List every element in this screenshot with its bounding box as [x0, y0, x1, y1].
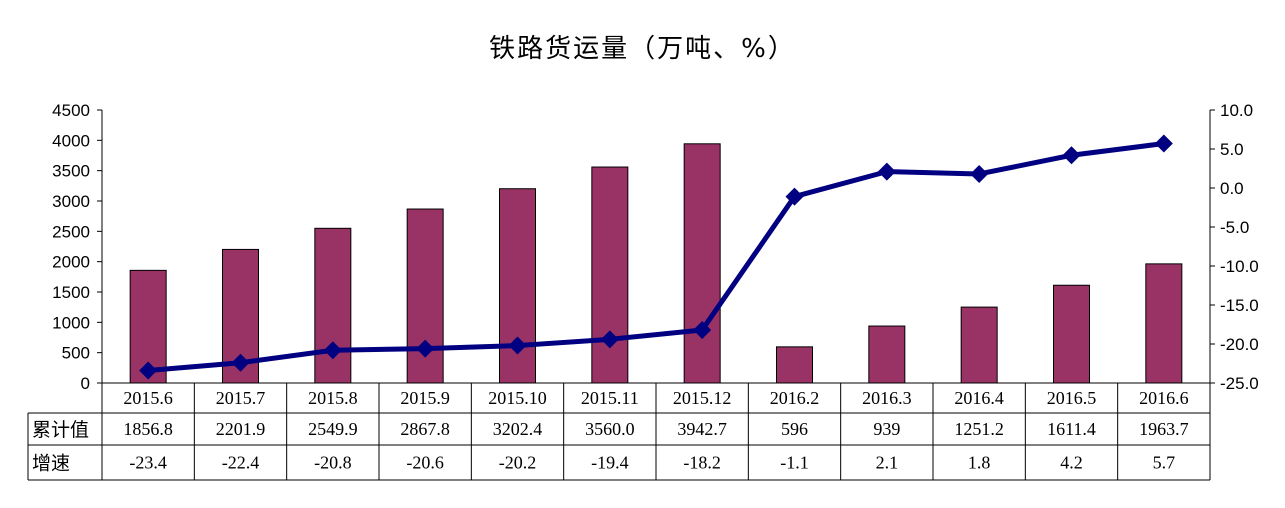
x-tick-label: 2015.6: [123, 388, 173, 408]
y-left-tick-label: 500: [62, 344, 90, 363]
y-left-tick-label: 1000: [52, 313, 90, 332]
line-point: [231, 353, 250, 372]
x-tick-label: 2016.2: [770, 388, 820, 408]
y-right-tick-label: -20.0: [1220, 335, 1259, 354]
line-data-label: 2.1: [876, 453, 899, 473]
line-data-label: 4.2: [1060, 453, 1083, 473]
line-point: [1154, 134, 1173, 153]
growth-line: [147, 141, 1165, 374]
line-point: [508, 336, 527, 355]
x-tick-label: 2016.4: [954, 388, 1004, 408]
bar: [683, 143, 721, 384]
line-point: [416, 339, 435, 358]
line-data-label: -23.4: [129, 453, 167, 473]
x-tick-label: 2015.12: [673, 388, 732, 408]
line-data-label: 1.8: [968, 453, 991, 473]
x-tick-label: 2015.8: [308, 388, 358, 408]
x-tick-label: 2015.10: [488, 388, 547, 408]
y-right-tick-label: -15.0: [1220, 296, 1259, 315]
bar: [591, 166, 629, 384]
line-point: [785, 187, 804, 206]
line-data-label: 5.7: [1153, 453, 1176, 473]
line-point: [323, 341, 342, 360]
bar-data-label: 2549.9: [308, 419, 358, 439]
bar-data-label: 1963.7: [1139, 419, 1189, 439]
bar: [776, 346, 813, 384]
bar: [1145, 263, 1183, 384]
line-point: [970, 164, 989, 183]
line-data-label: -22.4: [222, 453, 260, 473]
y-left-tick-label: 2500: [52, 222, 90, 241]
bar-data-label: 1856.8: [123, 419, 173, 439]
bar: [1053, 284, 1090, 384]
legend-label-line: 增速: [32, 453, 70, 475]
y-right-tick-label: -10.0: [1220, 257, 1259, 276]
y-right-tick-label: 5.0: [1220, 140, 1244, 159]
line-data-label: -18.2: [683, 453, 721, 473]
y-right-tick-label: 10.0: [1220, 101, 1253, 120]
line-point: [877, 162, 896, 181]
line-data-label: -1.1: [780, 453, 809, 473]
bar: [868, 325, 906, 384]
y-right-tick-label: -25.0: [1220, 374, 1259, 393]
y-right-tick-label: 0.0: [1220, 179, 1244, 198]
line-point: [600, 330, 619, 349]
line-data-label: -20.2: [499, 453, 537, 473]
bar-data-label: 2201.9: [216, 419, 266, 439]
bar-data-label: 3202.4: [493, 419, 543, 439]
line-point: [693, 320, 712, 339]
bar: [314, 227, 352, 384]
y-left-tick-label: 1500: [52, 283, 90, 302]
bar-data-label: 596: [781, 419, 808, 439]
chart-title: 铁路货运量（万吨、%）: [489, 34, 796, 64]
line-data-label: -20.8: [314, 453, 352, 473]
bar-data-label: 1251.2: [954, 419, 1004, 439]
y-left-tick-label: 0: [81, 374, 90, 393]
y-left-tick-label: 4500: [52, 101, 90, 120]
bar-data-label: 2867.8: [400, 419, 450, 439]
y-right-tick-label: -5.0: [1220, 218, 1249, 237]
x-tick-label: 2016.6: [1139, 388, 1189, 408]
legend-label-bars: 累计值: [32, 419, 89, 441]
x-tick-label: 2015.9: [400, 388, 450, 408]
x-tick-label: 2016.5: [1047, 388, 1097, 408]
y-left-tick-label: 2000: [52, 253, 90, 272]
line-data-label: -19.4: [591, 453, 629, 473]
bar: [960, 306, 998, 384]
line-point: [139, 361, 158, 380]
line-data-label: -20.6: [406, 453, 444, 473]
bar-data-label: 3942.7: [677, 419, 727, 439]
x-tick-label: 2015.11: [581, 388, 639, 408]
x-tick-label: 2016.3: [862, 388, 912, 408]
y-left-tick-label: 3000: [52, 192, 90, 211]
bar-data-label: 939: [873, 419, 900, 439]
x-tick-label: 2015.7: [216, 388, 266, 408]
bar-data-label: 1611.4: [1047, 419, 1096, 439]
y-left-tick-label: 4000: [52, 131, 90, 150]
y-left-tick-label: 3500: [52, 162, 90, 181]
bar-data-label: 3560.0: [585, 419, 635, 439]
line-point: [1062, 146, 1081, 165]
